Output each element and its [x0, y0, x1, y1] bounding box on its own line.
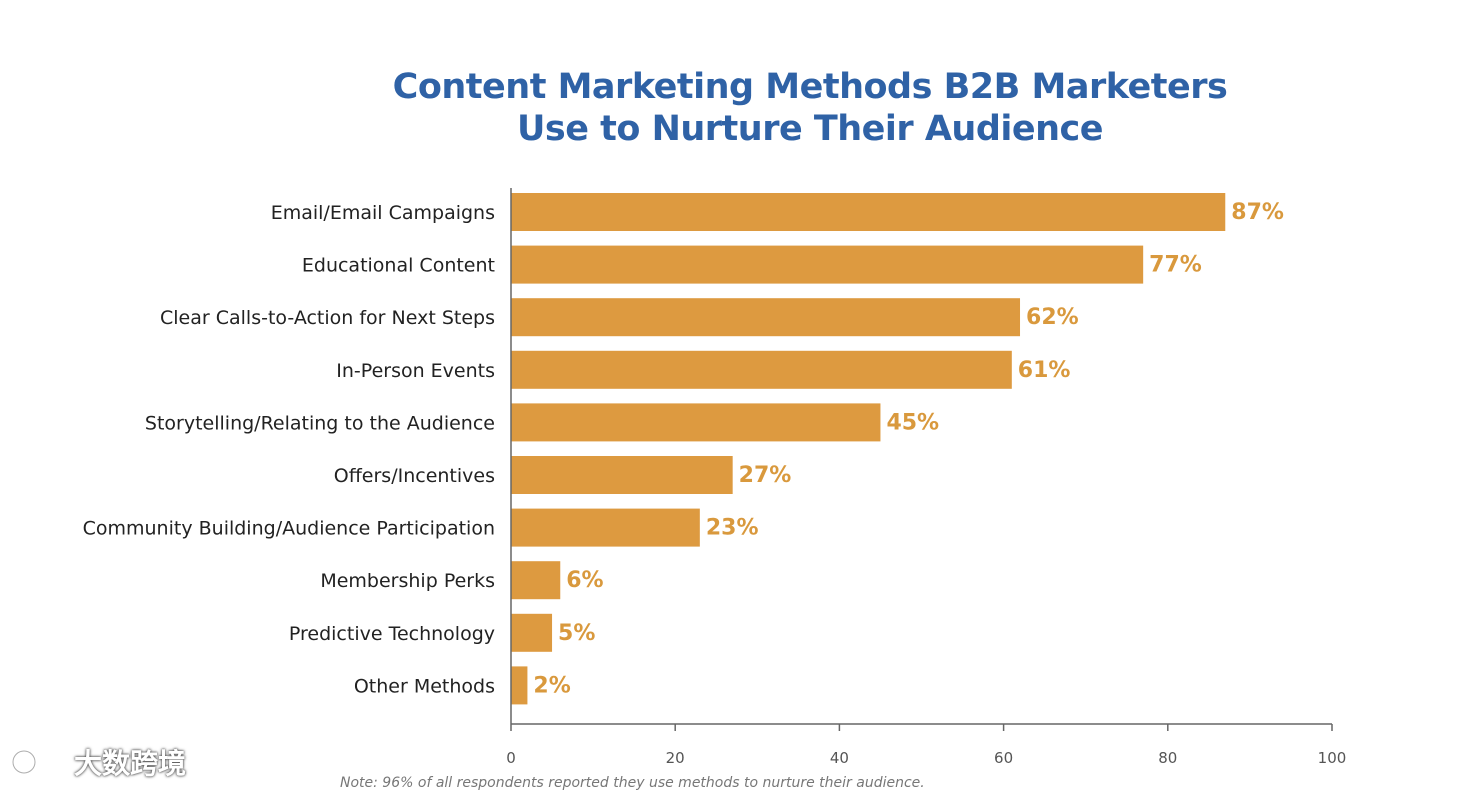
- value-label-5: 27%: [739, 463, 792, 488]
- bar-2: [511, 298, 1021, 337]
- bar-4: [511, 403, 881, 442]
- bar-1: [511, 245, 1144, 284]
- x-tick-label-5: 100: [1318, 749, 1347, 767]
- category-label-1: Educational Content: [302, 255, 495, 277]
- value-label-9: 2%: [533, 673, 570, 698]
- logo-icon: [11, 749, 65, 775]
- category-label-4: Storytelling/Relating to the Audience: [145, 412, 495, 434]
- category-label-8: Predictive Technology: [289, 623, 495, 645]
- category-label-5: Offers/Incentives: [334, 465, 495, 487]
- watermark: 大数跨境: [10, 740, 186, 784]
- x-tick-label-1: 20: [666, 749, 685, 767]
- bar-0: [511, 193, 1226, 231]
- chart-note: Note: 96% of all respondents reported th…: [340, 775, 925, 791]
- x-tick-label-0: 0: [506, 749, 516, 767]
- bar-3: [511, 350, 1012, 389]
- value-label-1: 77%: [1149, 253, 1202, 278]
- value-label-6: 23%: [706, 516, 759, 541]
- value-label-7: 6%: [566, 568, 603, 593]
- chart-title-line-1: Content Marketing Methods B2B Marketers: [392, 67, 1228, 107]
- x-tick-label-2: 40: [830, 749, 849, 767]
- category-label-2: Clear Calls-to-Action for Next Steps: [160, 307, 495, 329]
- chart-title-line-2: Use to Nurture Their Audience: [516, 109, 1104, 149]
- bar-8: [511, 613, 553, 652]
- value-label-8: 5%: [558, 621, 595, 646]
- x-tick-label-4: 80: [1158, 749, 1177, 767]
- category-label-3: In-Person Events: [336, 360, 495, 382]
- value-label-4: 45%: [886, 410, 939, 435]
- x-tick-label-3: 60: [994, 749, 1013, 767]
- category-label-9: Other Methods: [354, 675, 495, 697]
- value-label-2: 62%: [1026, 305, 1079, 330]
- value-label-0: 87%: [1231, 200, 1284, 225]
- category-label-6: Community Building/Audience Participatio…: [83, 518, 495, 540]
- category-label-0: Email/Email Campaigns: [271, 202, 495, 224]
- watermark-text: 大数跨境: [74, 747, 187, 780]
- bar-5: [511, 456, 733, 494]
- bar-6: [511, 508, 700, 547]
- chart-title: Content Marketing Methods B2B Marketers …: [360, 66, 1260, 150]
- category-label-7: Membership Perks: [320, 570, 495, 592]
- value-label-3: 61%: [1018, 358, 1071, 383]
- bar-7: [511, 561, 561, 600]
- bar-9: [511, 666, 528, 705]
